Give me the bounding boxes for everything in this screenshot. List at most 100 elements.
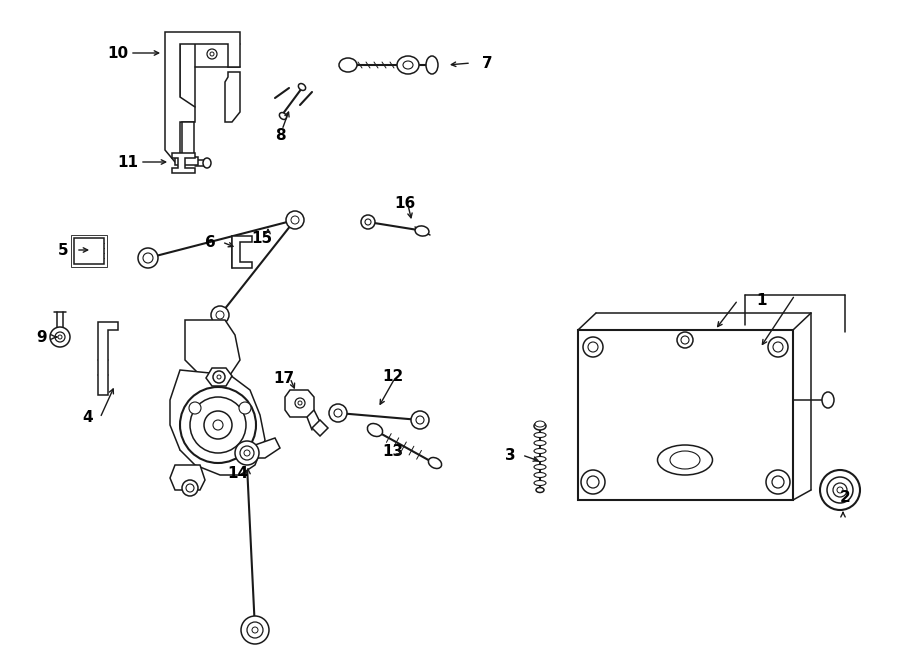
Bar <box>578 330 793 500</box>
Text: 16: 16 <box>394 195 416 211</box>
Text: 17: 17 <box>274 371 294 385</box>
Circle shape <box>361 215 375 229</box>
Text: 7: 7 <box>482 56 492 70</box>
Text: 1: 1 <box>757 293 767 308</box>
Text: 3: 3 <box>505 448 516 463</box>
Circle shape <box>241 616 269 644</box>
Circle shape <box>204 411 232 439</box>
Circle shape <box>252 627 258 633</box>
Ellipse shape <box>299 83 306 91</box>
Ellipse shape <box>367 424 382 436</box>
Ellipse shape <box>415 226 429 236</box>
Ellipse shape <box>403 61 413 69</box>
Polygon shape <box>232 236 252 268</box>
Polygon shape <box>172 153 195 173</box>
Circle shape <box>182 480 198 496</box>
Ellipse shape <box>822 392 834 408</box>
Circle shape <box>768 337 788 357</box>
Polygon shape <box>170 370 265 475</box>
Circle shape <box>411 411 429 429</box>
Text: 6: 6 <box>204 234 215 250</box>
Ellipse shape <box>534 473 546 477</box>
Ellipse shape <box>534 448 546 453</box>
Bar <box>71 235 107 267</box>
Circle shape <box>820 470 860 510</box>
Ellipse shape <box>534 440 546 446</box>
Text: 12: 12 <box>382 369 403 383</box>
Ellipse shape <box>534 457 546 461</box>
Circle shape <box>291 216 299 224</box>
Circle shape <box>244 450 250 456</box>
Bar <box>74 238 104 264</box>
Circle shape <box>334 409 342 417</box>
Text: 14: 14 <box>228 465 248 481</box>
Text: 8: 8 <box>274 128 285 142</box>
Circle shape <box>588 342 598 352</box>
Circle shape <box>138 248 158 268</box>
Text: 2: 2 <box>840 489 850 504</box>
Circle shape <box>216 311 224 319</box>
Polygon shape <box>312 420 328 436</box>
Circle shape <box>207 49 217 59</box>
Polygon shape <box>285 390 314 417</box>
Ellipse shape <box>339 58 357 72</box>
Circle shape <box>286 211 304 229</box>
Circle shape <box>587 476 599 488</box>
Circle shape <box>235 441 259 465</box>
Circle shape <box>186 484 194 492</box>
Polygon shape <box>165 32 240 162</box>
Circle shape <box>295 398 305 408</box>
Ellipse shape <box>658 445 713 475</box>
Text: 5: 5 <box>58 242 68 258</box>
Circle shape <box>247 622 263 638</box>
Circle shape <box>189 402 201 414</box>
Text: 9: 9 <box>37 330 48 344</box>
Circle shape <box>772 476 784 488</box>
Circle shape <box>298 401 302 405</box>
Circle shape <box>581 470 605 494</box>
Circle shape <box>766 470 790 494</box>
Circle shape <box>50 327 70 347</box>
Ellipse shape <box>428 457 442 469</box>
Polygon shape <box>185 320 240 380</box>
Circle shape <box>681 336 689 344</box>
Circle shape <box>329 404 347 422</box>
Polygon shape <box>225 72 240 122</box>
Circle shape <box>213 420 223 430</box>
Circle shape <box>240 446 254 460</box>
Ellipse shape <box>279 113 286 119</box>
Circle shape <box>365 219 371 225</box>
Ellipse shape <box>534 465 546 469</box>
Circle shape <box>213 371 225 383</box>
Text: 4: 4 <box>83 410 94 426</box>
Text: 13: 13 <box>382 444 403 459</box>
Text: 11: 11 <box>118 154 139 169</box>
Circle shape <box>416 416 424 424</box>
Ellipse shape <box>534 422 546 430</box>
Circle shape <box>583 337 603 357</box>
Ellipse shape <box>534 481 546 485</box>
Polygon shape <box>170 465 205 490</box>
Ellipse shape <box>534 432 546 438</box>
Circle shape <box>677 332 693 348</box>
Circle shape <box>239 402 251 414</box>
Ellipse shape <box>426 56 438 74</box>
Text: 10: 10 <box>107 46 129 60</box>
Polygon shape <box>175 157 198 165</box>
Polygon shape <box>252 438 280 458</box>
Text: 15: 15 <box>251 230 273 246</box>
Circle shape <box>217 375 221 379</box>
Ellipse shape <box>397 56 419 74</box>
Circle shape <box>180 387 256 463</box>
Circle shape <box>837 487 843 493</box>
Circle shape <box>773 342 783 352</box>
Ellipse shape <box>535 421 545 427</box>
Circle shape <box>143 253 153 263</box>
Circle shape <box>55 332 65 342</box>
Circle shape <box>211 306 229 324</box>
Ellipse shape <box>203 158 211 168</box>
Polygon shape <box>98 322 118 395</box>
Circle shape <box>833 483 847 497</box>
Circle shape <box>827 477 853 503</box>
Circle shape <box>58 335 62 339</box>
